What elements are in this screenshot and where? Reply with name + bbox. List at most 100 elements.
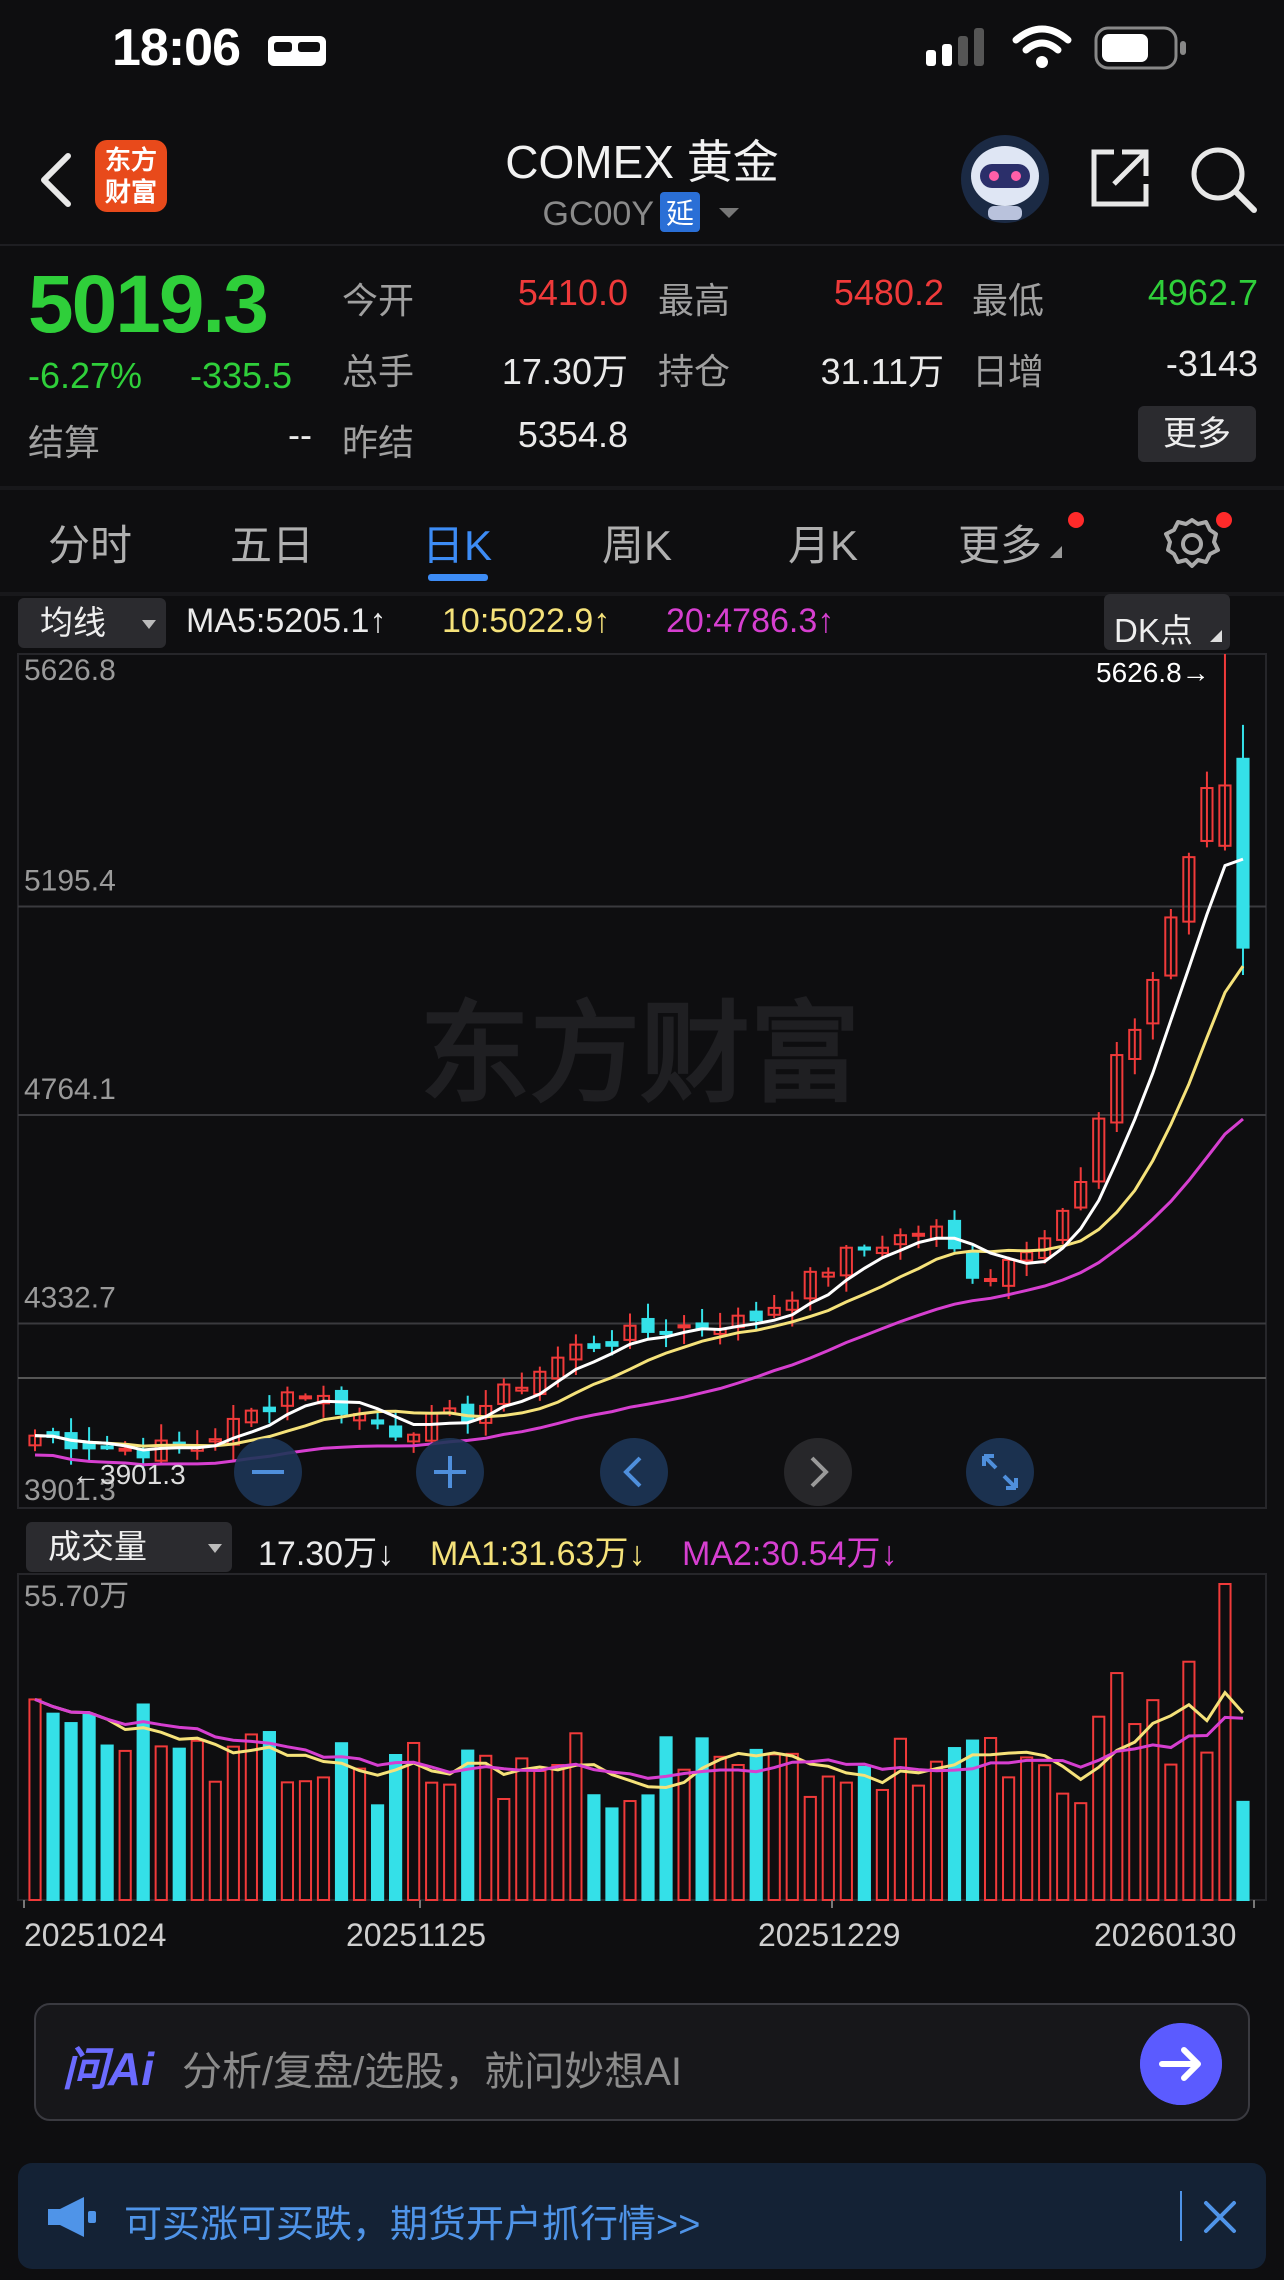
ask-input-placeholder[interactable]: 分析/复盘/选股，就问妙想AI: [182, 2050, 683, 2094]
candle-body: [1092, 1117, 1106, 1183]
volume-bar: [100, 1744, 114, 1901]
volume-bar: [947, 1747, 962, 1901]
contract-code-selector[interactable]: GC00Y 延: [0, 192, 1284, 234]
candle-body: [965, 1252, 980, 1279]
divider: [0, 244, 1284, 246]
candle-body: [551, 1356, 565, 1380]
volume-bar: [461, 1749, 475, 1901]
x-tick-label: 20251125: [346, 1917, 486, 1953]
candle-body: [911, 1232, 926, 1237]
corner-triangle-icon: [1210, 630, 1222, 642]
ma10-legend: 10:5022.9↑: [442, 602, 611, 640]
volume-bar: [965, 1739, 980, 1901]
volume-value: 17.30万: [501, 351, 628, 392]
send-arrow-button[interactable]: [1140, 2023, 1222, 2105]
indicator-dropdown-volume[interactable]: 成交量: [26, 1522, 232, 1572]
y-tick-label: 5626.8: [24, 654, 116, 687]
promo-banner[interactable]: 可买涨可买跌，期货开户抓行情>>: [18, 2163, 1266, 2269]
search-icon[interactable]: [1188, 144, 1258, 214]
red-dot-badge: [1068, 512, 1084, 528]
volume-bar: [389, 1754, 403, 1901]
settle-label: 结算: [28, 422, 101, 463]
dk-point-button[interactable]: DK点: [1104, 594, 1230, 650]
active-tab-indicator: [428, 574, 488, 581]
volume-bar: [749, 1748, 763, 1901]
candle-body: [118, 1447, 132, 1452]
volume-bar: [695, 1737, 709, 1901]
volume-bar: [857, 1765, 871, 1901]
volume-bar: [515, 1757, 529, 1901]
indicator-dropdown-ma[interactable]: 均线: [18, 598, 166, 648]
zoom-in-button[interactable]: [414, 1436, 486, 1508]
candle-body: [244, 1409, 258, 1424]
tab-more[interactable]: 更多: [958, 512, 1064, 573]
open-label: 今开: [342, 280, 415, 321]
status-time: 18:06: [112, 19, 241, 77]
volume-bar: [1182, 1660, 1196, 1901]
delay-badge: 延: [660, 192, 701, 232]
volume-bar: [839, 1781, 853, 1902]
volume-max-label: 55.70万: [24, 1580, 129, 1613]
zoom-out-button[interactable]: [232, 1436, 304, 1508]
candle-body: [298, 1395, 313, 1400]
promo-text[interactable]: 可买涨可买跌，期货开户抓行情>>: [124, 2204, 701, 2246]
volume-bar: [352, 1767, 367, 1901]
scroll-left-button[interactable]: [598, 1436, 670, 1508]
candle-body: [641, 1317, 655, 1333]
volume-bar: [875, 1788, 889, 1901]
chart-frame: [17, 653, 1267, 1509]
back-arrow-icon[interactable]: [36, 150, 76, 210]
candle-body: [875, 1246, 889, 1255]
min-price-annotation: ←3901.3: [72, 1459, 186, 1490]
scroll-right-button[interactable]: [782, 1436, 854, 1508]
tab-five-day[interactable]: 五日: [230, 522, 315, 569]
status-bar: 18:06: [0, 0, 1284, 100]
volume-ma1-line: [34, 1690, 1245, 1790]
eastmoney-logo[interactable]: 东方 财富: [95, 140, 167, 212]
period-tabs: 分时 五日 日K 周K 月K 更多: [0, 490, 1284, 590]
volume-bar: [407, 1741, 421, 1901]
candle-body: [587, 1343, 601, 1349]
candle-body: [497, 1383, 511, 1405]
volume-bar: [569, 1732, 583, 1901]
close-icon[interactable]: [1202, 2199, 1238, 2235]
caret-down-icon: [142, 620, 156, 629]
divider: [1180, 2191, 1182, 2241]
gear-icon[interactable]: [1164, 512, 1224, 572]
share-icon[interactable]: [1086, 144, 1154, 212]
volume-bar: [172, 1747, 186, 1901]
watermark-text: 东方财富: [420, 990, 860, 1118]
candle-body: [389, 1425, 403, 1438]
prev-settle-value: 5354.8: [517, 414, 628, 455]
candle-body: [677, 1324, 691, 1329]
volume-bar: [334, 1742, 349, 1901]
volume-bar: [280, 1781, 295, 1902]
tab-daily-k[interactable]: 日K: [422, 522, 493, 569]
volume-bar: [479, 1754, 493, 1901]
more-quote-button[interactable]: 更多: [1138, 406, 1256, 462]
candle-body: [983, 1277, 998, 1282]
open-value: 5410.0: [517, 272, 628, 313]
tab-weekly-k[interactable]: 周K: [602, 522, 673, 569]
red-dot-badge: [1216, 512, 1232, 528]
tab-intraday[interactable]: 分时: [48, 522, 133, 569]
volume-chart[interactable]: 55.70万 20251024 20251125 20251229 20260130: [0, 1572, 1284, 1982]
volume-bar: [226, 1745, 240, 1901]
high-value: 5480.2: [833, 272, 944, 313]
fullscreen-button[interactable]: [964, 1436, 1036, 1508]
volume-label: 总手: [342, 351, 415, 392]
volume-bar: [370, 1804, 385, 1901]
tab-monthly-k[interactable]: 月K: [788, 522, 859, 569]
ai-ask-bar[interactable]: 问Ai 分析/复盘/选股，就问妙想AI: [34, 2003, 1250, 2121]
low-label: 最低: [972, 280, 1045, 321]
robot-assistant-icon[interactable]: [958, 132, 1052, 226]
candlestick-chart[interactable]: 5626.8 5195.4 4764.1 4332.7 3901.3 东方财富 5626.8…: [0, 652, 1284, 1512]
candle-body: [749, 1310, 763, 1322]
candle-body: [803, 1270, 817, 1300]
candle-body: [569, 1343, 583, 1361]
page-title: COMEX 黄金: [505, 136, 779, 188]
candle-body: [1218, 784, 1232, 847]
candle-body: [208, 1438, 222, 1443]
low-value: 4962.7: [1147, 272, 1258, 313]
candle-body: [1236, 757, 1250, 949]
